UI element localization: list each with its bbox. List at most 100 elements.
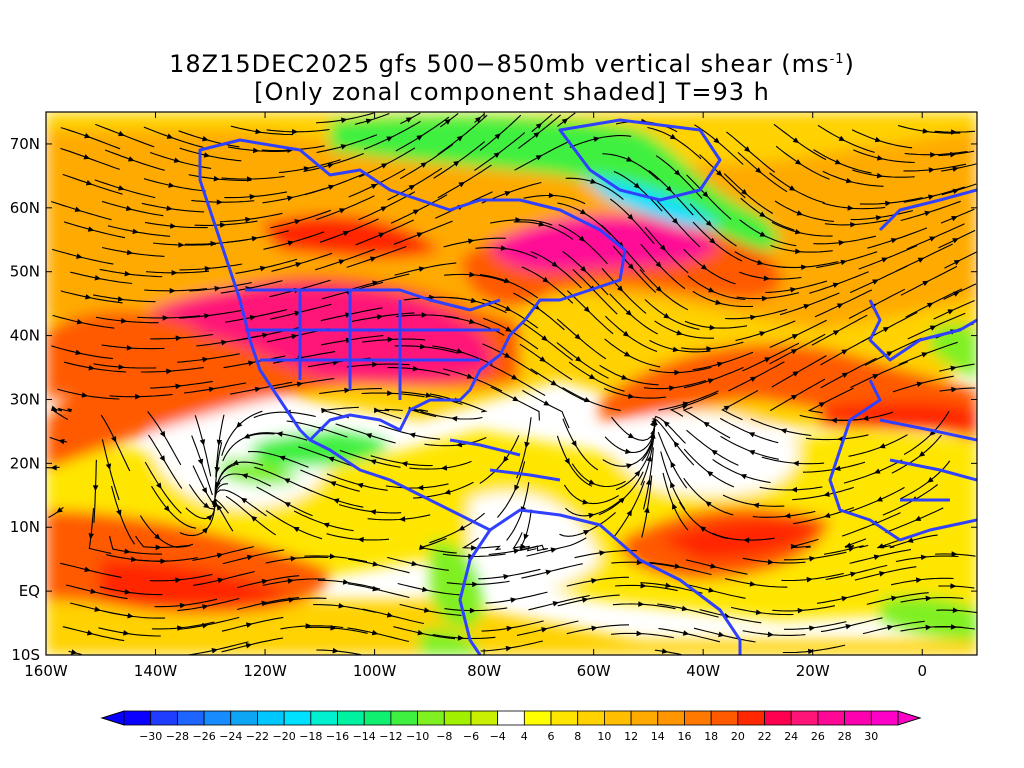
streamline-arrow — [341, 117, 348, 124]
streamline-arrow — [702, 191, 709, 198]
streamline-arrow — [372, 280, 379, 286]
streamline-arrow — [132, 228, 139, 235]
streamline-arrow — [535, 123, 543, 130]
lon-tick-label: 60W — [577, 662, 611, 680]
streamline-arrow — [128, 156, 135, 162]
streamline-arrow — [85, 294, 92, 300]
streamline-arrow — [405, 117, 413, 123]
streamline-arrow — [622, 330, 630, 337]
streamline-arrow — [740, 474, 747, 480]
streamline-arrow — [661, 648, 669, 654]
colorbar-label: −16 — [326, 730, 349, 743]
streamline-arrow — [232, 459, 239, 466]
streamline-arrow — [951, 551, 958, 557]
streamline-arrow — [681, 403, 689, 410]
streamline-arrow — [173, 157, 181, 163]
lat-tick-label: 20N — [10, 454, 40, 472]
streamline-arrow — [890, 237, 898, 244]
colorbar-label: 12 — [624, 730, 638, 743]
streamline-arrow — [468, 318, 476, 324]
streamline-arrow — [287, 578, 294, 584]
streamline-arrow — [580, 265, 587, 273]
streamline — [272, 377, 335, 390]
streamline-arrow — [838, 135, 846, 141]
streamline-arrow — [240, 497, 248, 504]
streamline-arrow — [387, 336, 394, 343]
streamline-arrow — [651, 418, 657, 426]
streamline-arrow — [836, 303, 844, 309]
streamline-arrow — [795, 248, 802, 255]
shading-layer — [46, 112, 977, 655]
streamline-arrow — [214, 285, 221, 292]
lon-tick-label: 140W — [134, 662, 178, 680]
streamline-arrow — [716, 361, 724, 368]
streamline-arrow — [533, 132, 540, 138]
streamline-arrow — [421, 586, 429, 593]
streamline-arrow — [583, 396, 591, 403]
streamline-arrow — [914, 515, 922, 521]
streamline-arrow — [154, 533, 161, 540]
streamline-arrow — [755, 167, 762, 174]
streamline-arrow — [929, 325, 937, 331]
streamline-arrow — [832, 282, 840, 288]
streamline-arrow — [469, 607, 476, 614]
streamline-arrow — [255, 128, 262, 135]
colorbar-label: 8 — [574, 730, 581, 743]
streamline-arrow — [251, 236, 258, 242]
streamline-arrow — [369, 509, 377, 515]
streamline-arrow — [215, 481, 221, 489]
streamline-arrow — [94, 606, 101, 612]
streamline-arrow — [276, 431, 283, 437]
streamline-arrow — [709, 324, 716, 331]
lon-tick-label: 80W — [467, 662, 501, 680]
streamline-arrow — [202, 135, 209, 142]
streamline-arrow — [425, 392, 432, 398]
streamline-arrow — [249, 314, 257, 321]
streamline-arrow — [543, 400, 550, 406]
streamline-arrow — [951, 386, 958, 393]
streamline-arrow — [216, 439, 223, 446]
streamline-arrow — [715, 299, 722, 305]
streamline-arrow — [663, 420, 670, 428]
coastline-us-border — [245, 288, 501, 312]
streamline — [322, 406, 359, 419]
streamline-arrow — [627, 263, 634, 270]
streamline-arrow — [952, 188, 960, 195]
colorbar-swatch — [257, 710, 285, 726]
streamline-arrow — [845, 623, 852, 630]
streamline-arrow — [674, 563, 681, 569]
streamline-arrow — [876, 155, 884, 161]
streamline-arrow — [85, 180, 93, 186]
streamline-arrow — [162, 315, 169, 321]
streamline-arrow — [84, 133, 91, 139]
streamline-arrow — [494, 133, 501, 140]
streamline-arrow — [177, 625, 184, 631]
colorbar-swatch — [150, 710, 178, 726]
streamline-arrow — [212, 500, 219, 508]
streamline-arrow — [75, 349, 82, 356]
streamline-arrow — [952, 607, 959, 614]
streamline-arrow — [203, 502, 210, 509]
streamline-arrow — [791, 334, 799, 340]
streamline — [660, 451, 686, 510]
streamline-arrow — [640, 582, 647, 589]
streamline — [149, 573, 213, 582]
coastline-south-america — [458, 508, 742, 655]
streamline-arrow — [790, 543, 797, 550]
streamline-arrow — [743, 537, 750, 543]
streamline-arrow — [58, 438, 65, 445]
colorbar-label: 26 — [811, 730, 825, 743]
streamline-arrow — [886, 351, 894, 357]
streamline-arrow — [659, 244, 666, 251]
streamline-arrow — [246, 622, 253, 628]
lon-tick-labels: 160W 140W 120W 100W 80W 60W 40W 20W 0 — [24, 662, 927, 680]
streamline-arrow — [179, 602, 186, 609]
streamline-arrow — [796, 210, 804, 216]
streamline-arrow — [838, 240, 845, 246]
streamline-arrow — [550, 547, 557, 553]
streamline-arrow — [453, 160, 460, 167]
streamline-arrow — [627, 213, 634, 221]
streamline-arrow — [50, 405, 58, 411]
colorbar-label: 28 — [838, 730, 852, 743]
streamline-arrow — [953, 291, 960, 297]
